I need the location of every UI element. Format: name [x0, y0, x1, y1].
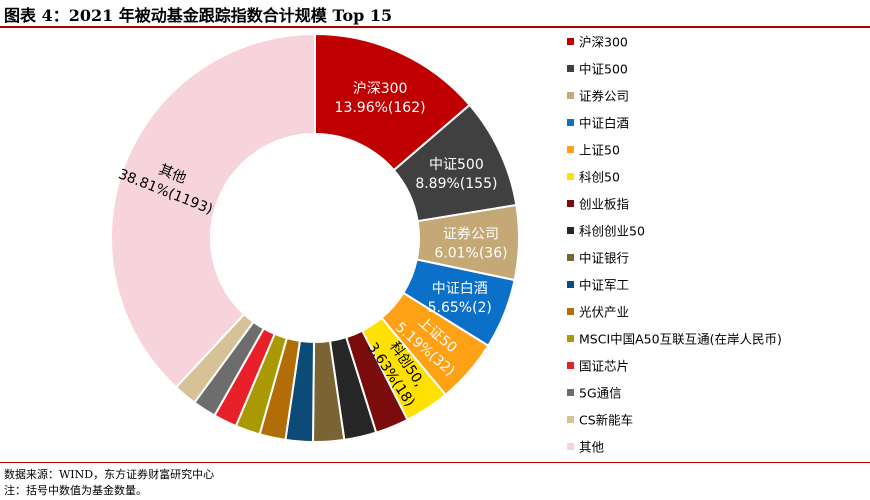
donut-slices [110, 32, 520, 443]
legend-label: CS新能车 [579, 413, 633, 428]
legend-label: 国证芯片 [579, 359, 629, 374]
source-note: 数据来源：WIND，东方证券财富研究中心 [4, 468, 215, 481]
legend-swatch [567, 65, 574, 72]
legend-label: 中证白酒 [579, 116, 629, 131]
slice-label-value: 5.65%(2) [428, 300, 492, 316]
legend-label: 证券公司 [579, 89, 629, 104]
legend-swatch [567, 443, 574, 450]
slice-label-value: 13.96%(162) [335, 100, 426, 116]
legend-label: 其他 [579, 440, 605, 455]
slice-label-name: 证券公司 [443, 227, 499, 243]
legend-swatch [567, 38, 574, 45]
legend-label: 中证军工 [579, 278, 629, 293]
legend-label: 沪深300 [579, 35, 628, 50]
legend-swatch [567, 227, 574, 234]
slice-label-value: 6.01%(36) [434, 246, 507, 262]
legend-label: 中证500 [579, 62, 628, 77]
legend-swatch [567, 254, 574, 261]
donut-chart: 沪深300 13.96%(162) 中证500 8.89%(155) 证券公司 6.01%… [110, 32, 782, 455]
title-rule [0, 26, 870, 28]
slice-label-2: 中证500 8.89%(155) [415, 157, 497, 192]
legend-swatch [567, 281, 574, 288]
slice-label-1: 沪深300 13.96%(162) [335, 81, 426, 116]
slice-label-value: 8.89%(155) [415, 176, 497, 192]
footnote: 注：括号中数值为基金数量。 [4, 484, 147, 497]
legend-label: 上证50 [579, 143, 620, 158]
legend-swatch [567, 389, 574, 396]
legend-swatch [567, 200, 574, 207]
legend-swatch [567, 308, 574, 315]
legend-label: 科创50 [579, 170, 620, 185]
legend-swatch [567, 362, 574, 369]
legend-swatch [567, 173, 574, 180]
slice-label-4: 中证白酒 5.65%(2) [428, 281, 492, 316]
legend-label: 5G通信 [579, 386, 622, 401]
legend-label: 中证银行 [579, 251, 629, 266]
legend-label: 科创创业50 [579, 224, 645, 239]
slice-label-name: 中证500 [429, 157, 484, 173]
donut-slice-16 [110, 32, 316, 389]
slice-label-name: 沪深300 [353, 81, 408, 97]
legend-swatch [567, 416, 574, 423]
slice-label-name: 中证白酒 [432, 281, 488, 297]
footer-rule [0, 462, 870, 463]
legend-swatch [567, 335, 574, 342]
legend-swatch [567, 119, 574, 126]
slice-label-3: 证券公司 6.01%(36) [434, 227, 507, 262]
legend-label: 光伏产业 [579, 305, 629, 320]
chart-title: 图表 4：2021 年被动基金跟踪指数合计规模 Top 15 [4, 6, 393, 25]
legend-label: MSCI中国A50互联互通(在岸人民币) [579, 332, 782, 347]
legend-swatch [567, 92, 574, 99]
legend-label: 创业板指 [579, 197, 629, 212]
legend-swatch [567, 146, 574, 153]
